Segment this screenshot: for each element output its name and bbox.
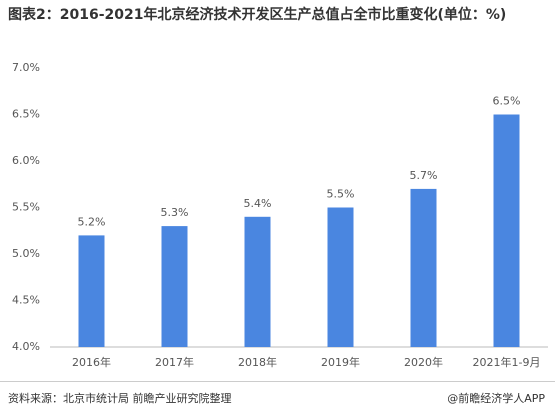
bar [78, 235, 105, 347]
y-tick-label: 6.0% [12, 154, 40, 167]
value-label: 5.5% [327, 188, 355, 201]
x-tick-label: 2018年 [238, 355, 277, 369]
chart-title: 图表2：2016-2021年北京经济技术开发区生产总值占全市比重变化(单位：%) [8, 7, 507, 23]
x-tick-label: 2021年1-9月 [473, 355, 541, 369]
value-label: 5.7% [410, 169, 438, 182]
bar [244, 216, 271, 347]
x-tick-label: 2020年 [404, 355, 443, 369]
y-tick-label: 7.0% [12, 61, 40, 74]
chart: 4.0% 4.5% 5.0% 5.5% 6.0% 6.5% 7.0% 2016年 5.2% 201… [12, 61, 548, 369]
y-tick-label: 5.0% [12, 247, 40, 260]
bar [327, 207, 354, 347]
y-tick-label: 5.5% [12, 201, 40, 214]
bar [161, 226, 188, 347]
credit: @前瞻经济学人APP [447, 392, 545, 405]
value-label: 5.4% [244, 197, 272, 210]
value-label: 5.2% [78, 215, 106, 228]
bar [493, 114, 520, 347]
y-tick-label: 4.0% [12, 340, 40, 353]
x-tick-label: 2016年 [72, 355, 111, 369]
x-tick-label: 2017年 [155, 355, 194, 369]
value-label: 5.3% [161, 206, 189, 219]
x-tick-label: 2019年 [321, 355, 360, 369]
source: 资料来源：北京市统计局 前瞻产业研究院整理 [8, 392, 232, 405]
bar [410, 188, 437, 347]
y-tick-label: 6.5% [12, 108, 40, 121]
value-label: 6.5% [493, 95, 521, 108]
y-tick-label: 4.5% [12, 294, 40, 307]
footer: 资料来源：北京市统计局 前瞻产业研究院整理 @前瞻经济学人APP [0, 381, 555, 415]
